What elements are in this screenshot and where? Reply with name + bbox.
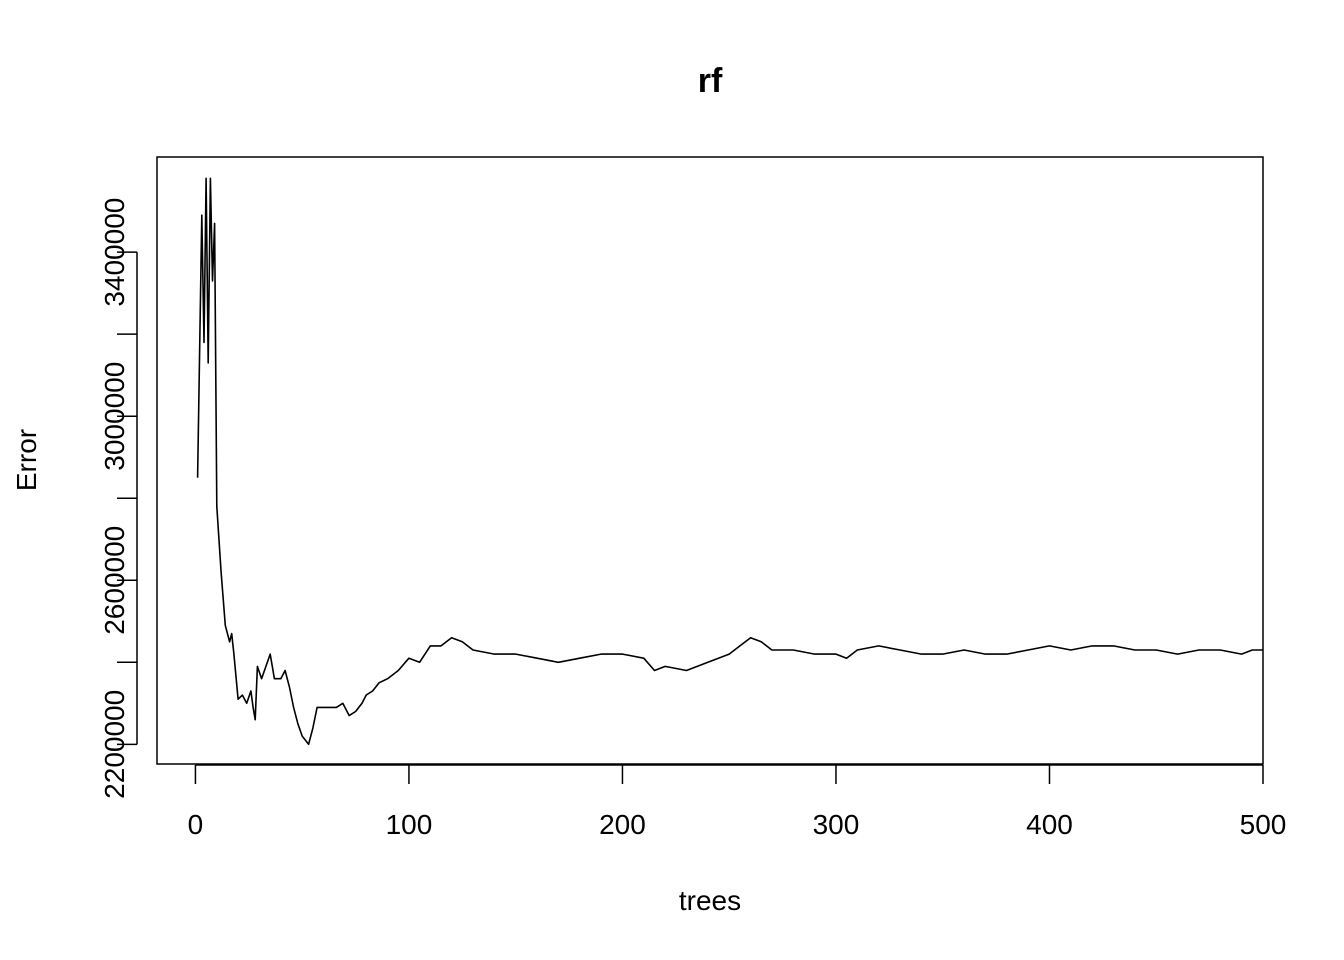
x-tick-label: 400 [1026, 809, 1073, 840]
series-layer [196, 177, 1263, 746]
plot-frame [156, 156, 1264, 765]
y-tick-label: 3400000 [99, 198, 130, 307]
y-tick-label: 3000000 [99, 362, 130, 471]
x-axis-label: trees [679, 885, 741, 916]
y-tick-label: 2600000 [99, 526, 130, 635]
error-series-line [196, 177, 1263, 746]
chart-title: rf [698, 62, 723, 100]
x-axis: 0 100 200 300 400 500 [188, 764, 1287, 840]
y-tick-label: 2200000 [99, 690, 130, 799]
x-tick-label: 100 [386, 809, 433, 840]
x-tick-label: 500 [1240, 809, 1287, 840]
y-axis-label: Error [11, 429, 42, 491]
y-axis: 2200000 2600000 3000000 3400000 [99, 198, 138, 799]
x-tick-label: 300 [813, 809, 860, 840]
x-tick-label: 200 [599, 809, 646, 840]
x-tick-label: 0 [188, 809, 204, 840]
